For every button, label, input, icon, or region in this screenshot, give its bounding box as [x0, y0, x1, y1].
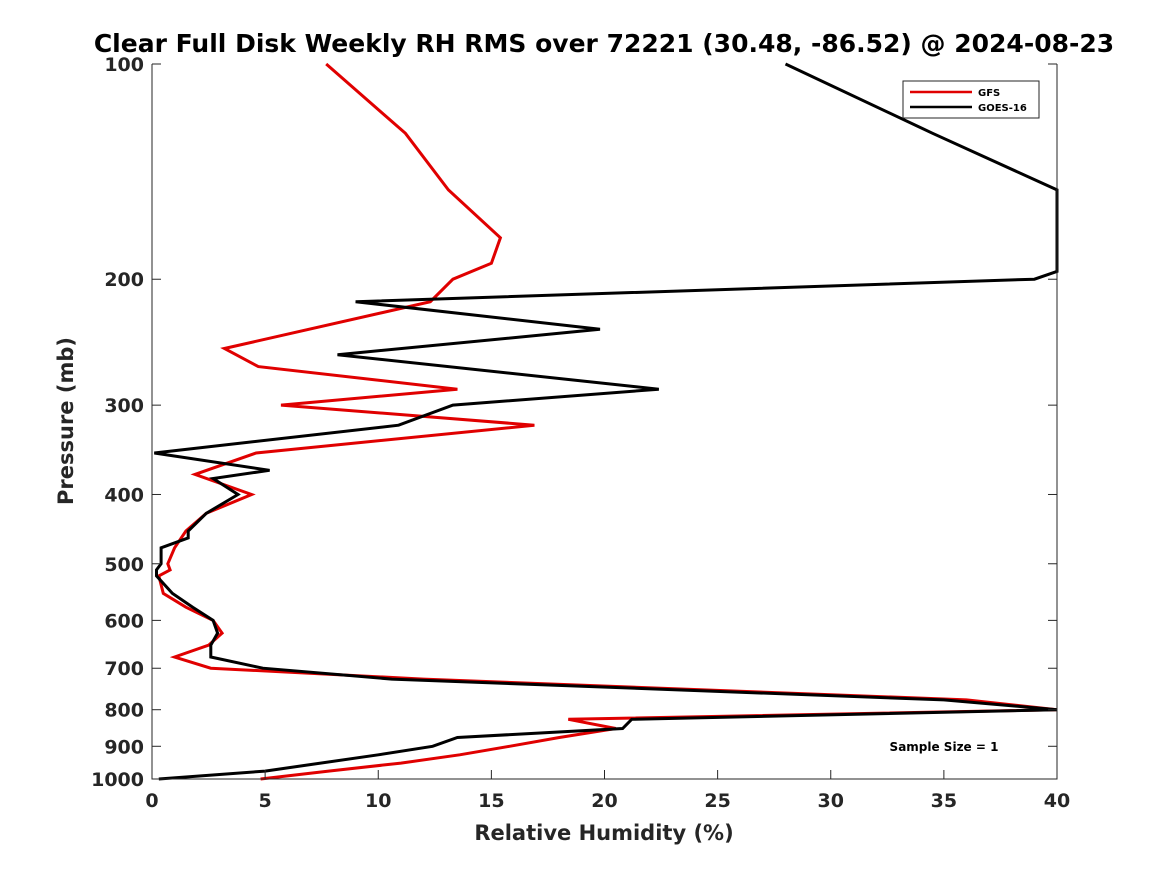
legend-label-goes16: GOES-16	[978, 103, 1027, 114]
series-line-gfs	[157, 62, 1058, 781]
x-tick-label: 15	[478, 790, 504, 812]
chart-title: Clear Full Disk Weekly RH RMS over 72221…	[94, 29, 1114, 58]
x-axis: 0 5 10 15 20 25 30 35 40	[145, 770, 1070, 812]
y-axis-label: Pressure (mb)	[54, 337, 78, 505]
sample-size-annotation: Sample Size = 1	[890, 740, 999, 754]
x-tick-label: 40	[1044, 790, 1070, 812]
y-tick-label: 700	[104, 658, 144, 680]
y-tick-label: 300	[104, 395, 144, 417]
series-layer	[154, 62, 1059, 781]
x-tick-label: 10	[365, 790, 391, 812]
legend-label-gfs: GFS	[978, 88, 1000, 99]
x-tick-label: 30	[818, 790, 844, 812]
plot-area	[152, 64, 1057, 779]
series-line-goes16	[154, 62, 1059, 781]
y-tick-label: 400	[104, 484, 144, 506]
legend: GFS GOES-16	[902, 80, 1040, 119]
y-axis: 100 200 300 400 500 600 700 800 900 1000	[91, 54, 1057, 791]
legend-box	[902, 80, 1040, 119]
x-tick-label: 20	[591, 790, 617, 812]
x-axis-label: Relative Humidity (%)	[474, 821, 733, 845]
y-tick-label: 100	[104, 54, 144, 76]
y-tick-label: 900	[104, 736, 144, 758]
y-tick-label: 200	[104, 269, 144, 291]
x-tick-label: 0	[145, 790, 158, 812]
y-tick-label: 1000	[91, 769, 144, 791]
y-tick-label: 600	[104, 610, 144, 632]
y-tick-label: 500	[104, 554, 144, 576]
x-tick-label: 35	[931, 790, 957, 812]
y-tick-label: 800	[104, 700, 144, 722]
x-tick-label: 5	[259, 790, 272, 812]
x-tick-label: 25	[704, 790, 730, 812]
